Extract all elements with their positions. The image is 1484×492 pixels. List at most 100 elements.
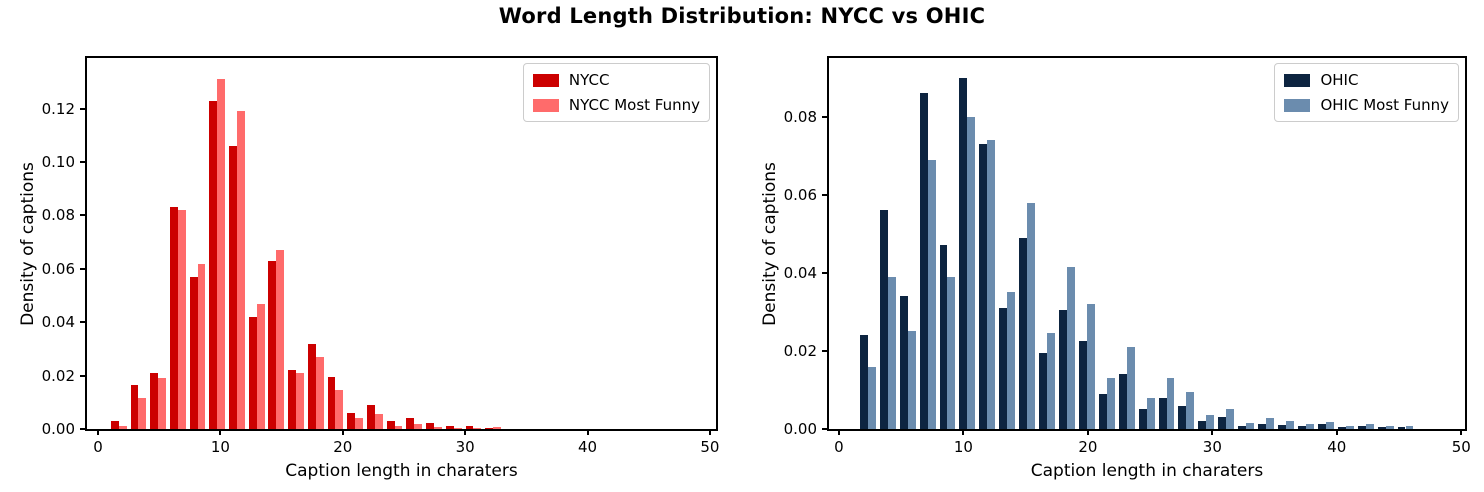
bar-ohic-most-funny-bin10	[1066, 266, 1075, 429]
bar-nycc-most-funny-bin14	[394, 426, 403, 429]
y-tick-label-0.04: 0.04	[783, 263, 817, 282]
bar-nycc-bin15	[406, 418, 415, 429]
bar-nycc-bin10	[307, 343, 316, 429]
bar-nycc-bin12	[347, 413, 356, 429]
bar-ohic-most-funny-bin27	[1405, 426, 1414, 429]
bar-nycc-bin19	[485, 428, 494, 429]
bar-ohic-bin18	[1218, 417, 1227, 429]
x-tick-label-0: 0	[834, 438, 844, 456]
legend-label-nycc: NYCC	[568, 71, 610, 89]
y-tick-label-0.10: 0.10	[41, 153, 75, 172]
bar-ohic-most-funny-bin4	[947, 276, 956, 429]
bar-ohic-bin25	[1357, 425, 1366, 429]
plot-area-left: 0 10 20 30 40 50 0.00 0.02 0.04 0.06 0.08 0.10 0.12	[42, 58, 719, 456]
legend-label-nycc-most-funny: NYCC Most Funny	[568, 96, 700, 114]
bar-ohic-most-funny-bin17	[1206, 415, 1215, 429]
bar-nycc-most-funny-bin2	[158, 378, 167, 429]
bar-ohic-bin21	[1278, 425, 1286, 429]
legend-patch-ohic	[1284, 73, 1311, 87]
x-tick-label-50: 50	[700, 438, 720, 456]
bar-ohic-most-funny-bin3	[927, 159, 936, 429]
x-tick-10	[219, 429, 222, 435]
x-tick-0	[97, 429, 99, 435]
bar-ohic-bin6	[979, 143, 988, 429]
bar-ohic-most-funny-bin5	[967, 116, 976, 429]
bar-ohic-bin19	[1238, 426, 1247, 429]
x-tick-40	[586, 429, 589, 435]
x-tick-label-50: 50	[1451, 438, 1471, 456]
bar-nycc-most-funny-bin3	[177, 210, 186, 429]
bar-ohic-bin22	[1297, 425, 1306, 429]
x-tick-label-30: 30	[455, 438, 475, 456]
bar-ohic-bin23	[1317, 424, 1326, 429]
legend-item-nycc: NYCC	[532, 71, 700, 89]
bar-nycc-most-funny-bin17	[453, 427, 462, 429]
axes-left: 0 10 20 30 40 50 0.00 0.02 0.04 0.06 0.08 0.10 0.12 …	[18, 56, 719, 481]
y-tick-label-0.08: 0.08	[783, 107, 817, 126]
legend-label-ohic: OHIC	[1320, 71, 1359, 89]
bar-ohic-bin7	[999, 307, 1008, 429]
bar-nycc-most-funny-bin11	[335, 390, 344, 429]
chart-title: Word Length Distribution: NYCC vs OHIC	[498, 4, 986, 28]
x-tick-label-20: 20	[1078, 438, 1098, 456]
x-tick-50	[1460, 429, 1463, 435]
bar-nycc-bin5	[209, 100, 218, 429]
legend-left: NYCC NYCC Most Funny	[522, 63, 710, 122]
y-tick-label-0.06: 0.06	[41, 259, 75, 278]
y-tick-0.04	[822, 271, 829, 274]
legend-patch-nycc-most-funny	[532, 98, 559, 112]
bar-nycc-bin14	[386, 421, 395, 429]
y-tick-0.04	[80, 321, 87, 324]
bar-ohic-most-funny-bin22	[1305, 424, 1314, 429]
bar-nycc-bin11	[327, 376, 336, 429]
bar-ohic-most-funny-bin18	[1226, 409, 1235, 429]
bar-ohic-most-funny-bin6	[987, 140, 996, 429]
bar-nycc-most-funny-bin7	[256, 303, 265, 429]
x-tick-label-0: 0	[93, 438, 103, 456]
x-tick-40	[1335, 429, 1338, 435]
bar-nycc-bin13	[366, 404, 375, 429]
bar-ohic-most-funny-bin16	[1186, 391, 1195, 429]
bar-nycc-most-funny-bin9	[296, 372, 304, 429]
bar-nycc-most-funny-bin6	[236, 111, 245, 429]
legend-item-nycc-most-funny: NYCC Most Funny	[532, 96, 700, 114]
bar-ohic-most-funny-bin12	[1106, 378, 1115, 429]
y-tick-0.02	[80, 374, 87, 377]
bar-ohic-bin0	[859, 335, 868, 429]
bar-ohic-bin8	[1019, 237, 1028, 429]
y-tick-0.02	[822, 349, 829, 352]
bar-nycc-most-funny-bin8	[276, 250, 285, 429]
y-tick-0.12	[80, 107, 87, 110]
bar-ohic-most-funny-bin21	[1286, 421, 1294, 429]
legend-item-ohic: OHIC	[1284, 71, 1449, 89]
x-tick-0	[837, 429, 840, 435]
bar-ohic-bin5	[959, 77, 968, 429]
y-axis-label-left: Density of captions	[18, 161, 38, 326]
bar-ohic-most-funny-bin1	[887, 276, 896, 429]
bar-ohic-most-funny-bin8	[1027, 202, 1036, 429]
bar-nycc-bin6	[229, 146, 237, 429]
bar-ohic-bin3	[919, 93, 928, 429]
y-tick-0.00	[822, 428, 829, 430]
legend-patch-ohic-most-funny	[1284, 98, 1311, 112]
bar-ohic-bin27	[1397, 426, 1406, 429]
y-axis-label-right: Density of captions	[760, 161, 780, 326]
bar-ohic-bin15	[1158, 397, 1167, 429]
bar-nycc-bin18	[465, 426, 474, 429]
y-tick-0.06	[822, 193, 829, 196]
legend-right: OHIC OHIC Most Funny	[1274, 63, 1459, 122]
bar-ohic-bin12	[1098, 393, 1107, 429]
bar-nycc-bin17	[445, 426, 454, 429]
bar-nycc-most-funny-bin10	[315, 356, 324, 429]
bar-nycc-bin7	[248, 316, 257, 429]
bar-nycc-most-funny-bin4	[197, 263, 206, 429]
bar-ohic-most-funny-bin7	[1007, 292, 1016, 429]
x-tick-label-10: 10	[210, 438, 230, 456]
y-tick-label-0.02: 0.02	[41, 366, 75, 385]
bar-nycc-most-funny-bin18	[473, 427, 482, 429]
bar-nycc-bin3	[169, 207, 178, 429]
bar-ohic-bin9	[1039, 352, 1048, 429]
bar-ohic-bin20	[1258, 423, 1267, 429]
x-tick-label-40: 40	[577, 438, 598, 456]
